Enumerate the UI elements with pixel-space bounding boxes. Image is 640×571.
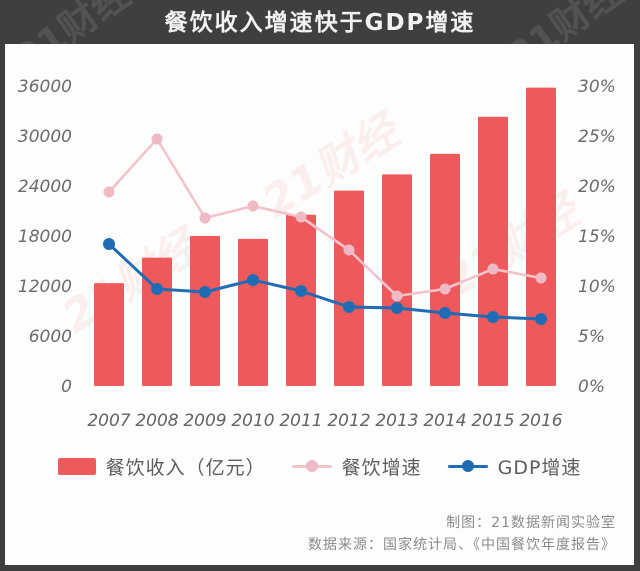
blue-dot-icon <box>461 460 474 472</box>
left-axis-tick: 24000 <box>18 177 72 197</box>
pink-line <box>107 137 543 298</box>
x-axis-tick: 2007 <box>87 411 130 431</box>
left-axis-tick: 6000 <box>29 327 72 347</box>
bar <box>430 153 460 386</box>
pink-marker <box>487 263 499 275</box>
blue-marker <box>199 286 211 298</box>
blue-marker <box>391 302 403 314</box>
pink-marker <box>247 200 259 212</box>
legend-label-revenue: 餐饮收入（亿元） <box>105 456 266 479</box>
legend: 餐饮收入（亿元） 餐饮增速 GDP增速 <box>5 450 634 482</box>
x-axis-tick: 2010 <box>231 411 274 431</box>
x-axis-tick: 2014 <box>423 411 466 431</box>
legend-item-gdp-growth: GDP增速 <box>447 453 582 480</box>
bar <box>94 283 124 386</box>
left-axis-tick: 12000 <box>18 277 72 297</box>
pink-marker <box>343 244 355 256</box>
pink-line-swatch-icon <box>291 460 332 472</box>
pink-marker <box>439 283 451 295</box>
blue-marker <box>151 283 163 295</box>
x-axis-tick: 2013 <box>375 411 418 431</box>
source-line: 数据来源：国家统计局、《中国餐饮年度报告》 <box>308 537 616 553</box>
pink-marker <box>199 212 211 224</box>
bar <box>478 116 508 386</box>
pink-marker <box>535 272 547 284</box>
blue-marker <box>103 238 115 250</box>
blue-line-swatch-icon <box>447 460 488 472</box>
blue-line <box>107 242 543 321</box>
watermark-plot-icon: 21财经 <box>54 218 212 343</box>
credit-line: 制图：21数据新闻实验室 <box>446 515 616 531</box>
legend-item-revenue: 餐饮收入（亿元） <box>57 453 266 480</box>
pink-marker <box>103 186 115 198</box>
x-axis-tick: 2012 <box>327 411 370 431</box>
right-axis-tick: 0% <box>578 377 605 397</box>
blue-marker <box>487 311 499 323</box>
left-axis-tick: 0 <box>61 377 72 397</box>
x-axis-tick: 2008 <box>135 411 178 431</box>
bar <box>190 236 220 386</box>
legend-label-catering-growth: 餐饮增速 <box>341 456 422 479</box>
left-axis-tick: 36000 <box>18 77 72 97</box>
page-title: 餐饮收入增速快于GDP增速 <box>164 10 476 36</box>
chart-canvas: 21财经21财经21财经0600012000180002400030000360… <box>18 77 616 431</box>
legend-label-gdp-growth: GDP增速 <box>497 456 582 479</box>
x-axis-tick: 2016 <box>519 411 562 431</box>
right-axis-tick: 20% <box>578 177 616 197</box>
legend-item-catering-growth: 餐饮增速 <box>291 453 422 480</box>
bar <box>286 214 316 386</box>
bar <box>334 190 364 386</box>
right-axis-tick: 25% <box>578 127 616 147</box>
left-axis-tick: 18000 <box>18 227 72 247</box>
blue-marker <box>439 307 451 319</box>
bar-swatch-icon <box>57 457 96 475</box>
x-axis-tick: 2009 <box>183 411 226 431</box>
pink-marker <box>151 133 163 145</box>
right-axis-tick: 10% <box>578 277 616 297</box>
bar <box>142 257 172 386</box>
bar <box>526 87 556 387</box>
bar <box>382 174 412 386</box>
blue-marker <box>295 285 307 297</box>
right-axis-tick: 5% <box>578 327 605 347</box>
right-axis-tick: 30% <box>578 77 616 97</box>
chart-panel: 21财经 21财经 21财经 0 6000 12000 18000 24000 30000 360… <box>5 44 634 565</box>
pink-dot-icon <box>305 460 318 472</box>
pink-marker <box>391 290 403 302</box>
left-axis-tick: 30000 <box>18 127 72 147</box>
footer-credits: 制图：21数据新闻实验室 数据来源：国家统计局、《中国餐饮年度报告》 <box>308 512 616 556</box>
blue-marker <box>247 274 259 286</box>
x-axis-tick: 2015 <box>471 411 514 431</box>
bar <box>238 238 268 386</box>
x-axis-tick: 2011 <box>279 411 322 431</box>
header-bar: 21财经 餐饮收入增速快于GDP增速 21财经 <box>0 0 640 81</box>
pink-marker <box>295 211 307 223</box>
blue-marker <box>535 313 547 325</box>
blue-marker <box>343 301 355 313</box>
right-axis-tick: 15% <box>578 227 616 247</box>
